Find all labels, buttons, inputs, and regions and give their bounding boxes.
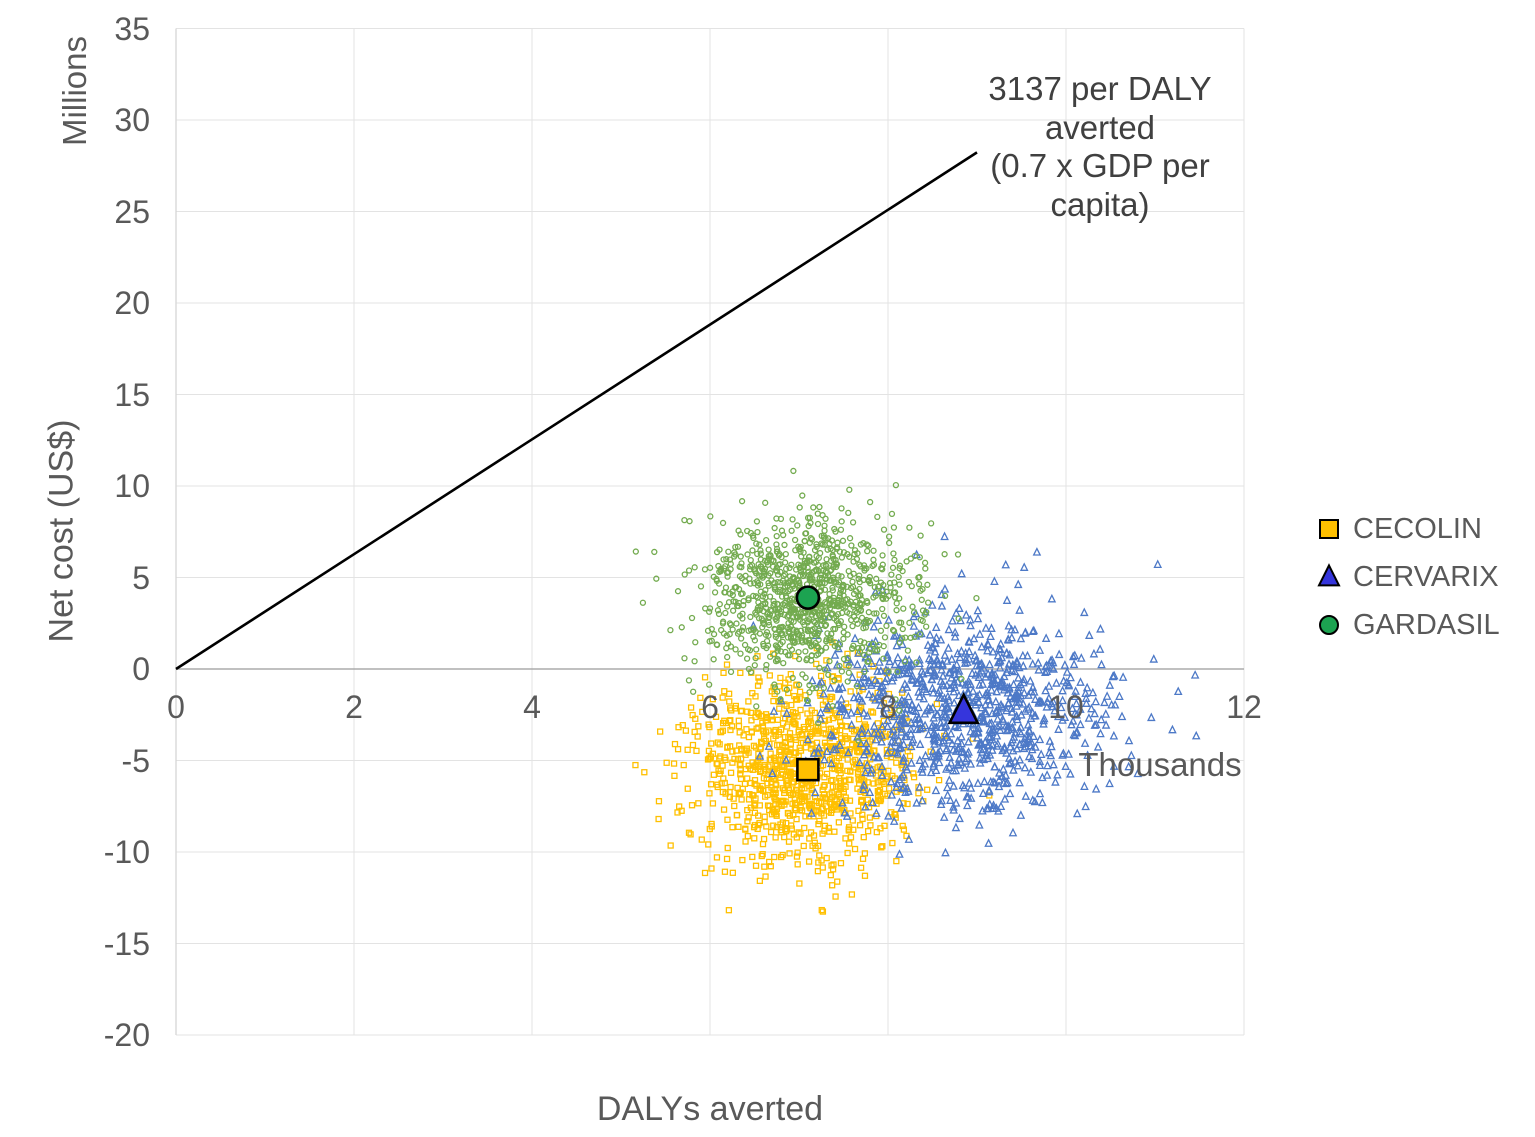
- legend-item-cecolin: CECOLIN: [1312, 505, 1500, 553]
- y-axis-title: Net cost (US$): [42, 419, 81, 643]
- series-cecolin-mean-marker: [796, 757, 820, 782]
- y-tick-label: 5: [132, 559, 150, 596]
- x-axis-unit-label: Thousands: [1078, 746, 1242, 783]
- cervarix-legend-marker-icon: [1317, 563, 1341, 587]
- legend: CECOLIN CERVARIX GARDASIL: [1312, 505, 1500, 649]
- legend-label-cervarix: CERVARIX: [1353, 560, 1499, 593]
- y-tick-label: -20: [103, 1017, 150, 1053]
- y-tick-label: 30: [114, 102, 150, 138]
- series-gardasil-mean-marker: [795, 585, 821, 610]
- series-gardasil-points: [632, 467, 980, 744]
- y-tick-label: 25: [114, 193, 150, 230]
- threshold-annotation: 3137 per DALY averted (0.7 x GDP per capita…: [930, 70, 1270, 224]
- y-tick-label: 15: [114, 376, 150, 413]
- x-tick-label: 0: [167, 689, 185, 725]
- threshold-annotation-line: (0.7 x GDP per: [990, 147, 1210, 185]
- series-cervarix-points: [749, 531, 1201, 858]
- y-tick-label: -5: [121, 742, 150, 779]
- series-cervarix-mean-marker: [947, 691, 980, 725]
- y-tick-label: 20: [114, 285, 150, 321]
- y-tick-label: -15: [103, 925, 150, 962]
- threshold-annotation-line: 3137 per DALY: [988, 70, 1212, 107]
- x-axis-title: DALYs averted: [596, 1090, 824, 1128]
- x-tick-label: 2: [345, 689, 363, 725]
- legend-label-gardasil: GARDASIL: [1353, 608, 1500, 641]
- x-tick-label: 10: [1048, 689, 1084, 725]
- threshold-line: [175, 151, 978, 671]
- y-tick-label: 0: [132, 651, 150, 687]
- y-axis-unit-label: Millions: [56, 35, 93, 147]
- y-tick-label: 35: [114, 10, 150, 47]
- x-tick-label: 6: [701, 689, 719, 725]
- legend-item-cervarix: CERVARIX: [1312, 553, 1500, 601]
- cecolin-legend-marker-icon: [1319, 519, 1339, 539]
- y-tick-label: -10: [103, 834, 150, 870]
- legend-label-cecolin: CECOLIN: [1353, 512, 1482, 545]
- threshold-annotation-line: averted: [1044, 108, 1156, 146]
- threshold-annotation-line: capita): [1050, 185, 1150, 223]
- gardasil-legend-marker-icon: [1319, 615, 1339, 635]
- x-tick-label: 12: [1226, 689, 1262, 725]
- legend-item-gardasil: GARDASIL: [1312, 601, 1500, 649]
- x-tick-label: 4: [523, 689, 541, 725]
- y-tick-label: 10: [114, 468, 150, 504]
- x-tick-label: 8: [879, 689, 897, 725]
